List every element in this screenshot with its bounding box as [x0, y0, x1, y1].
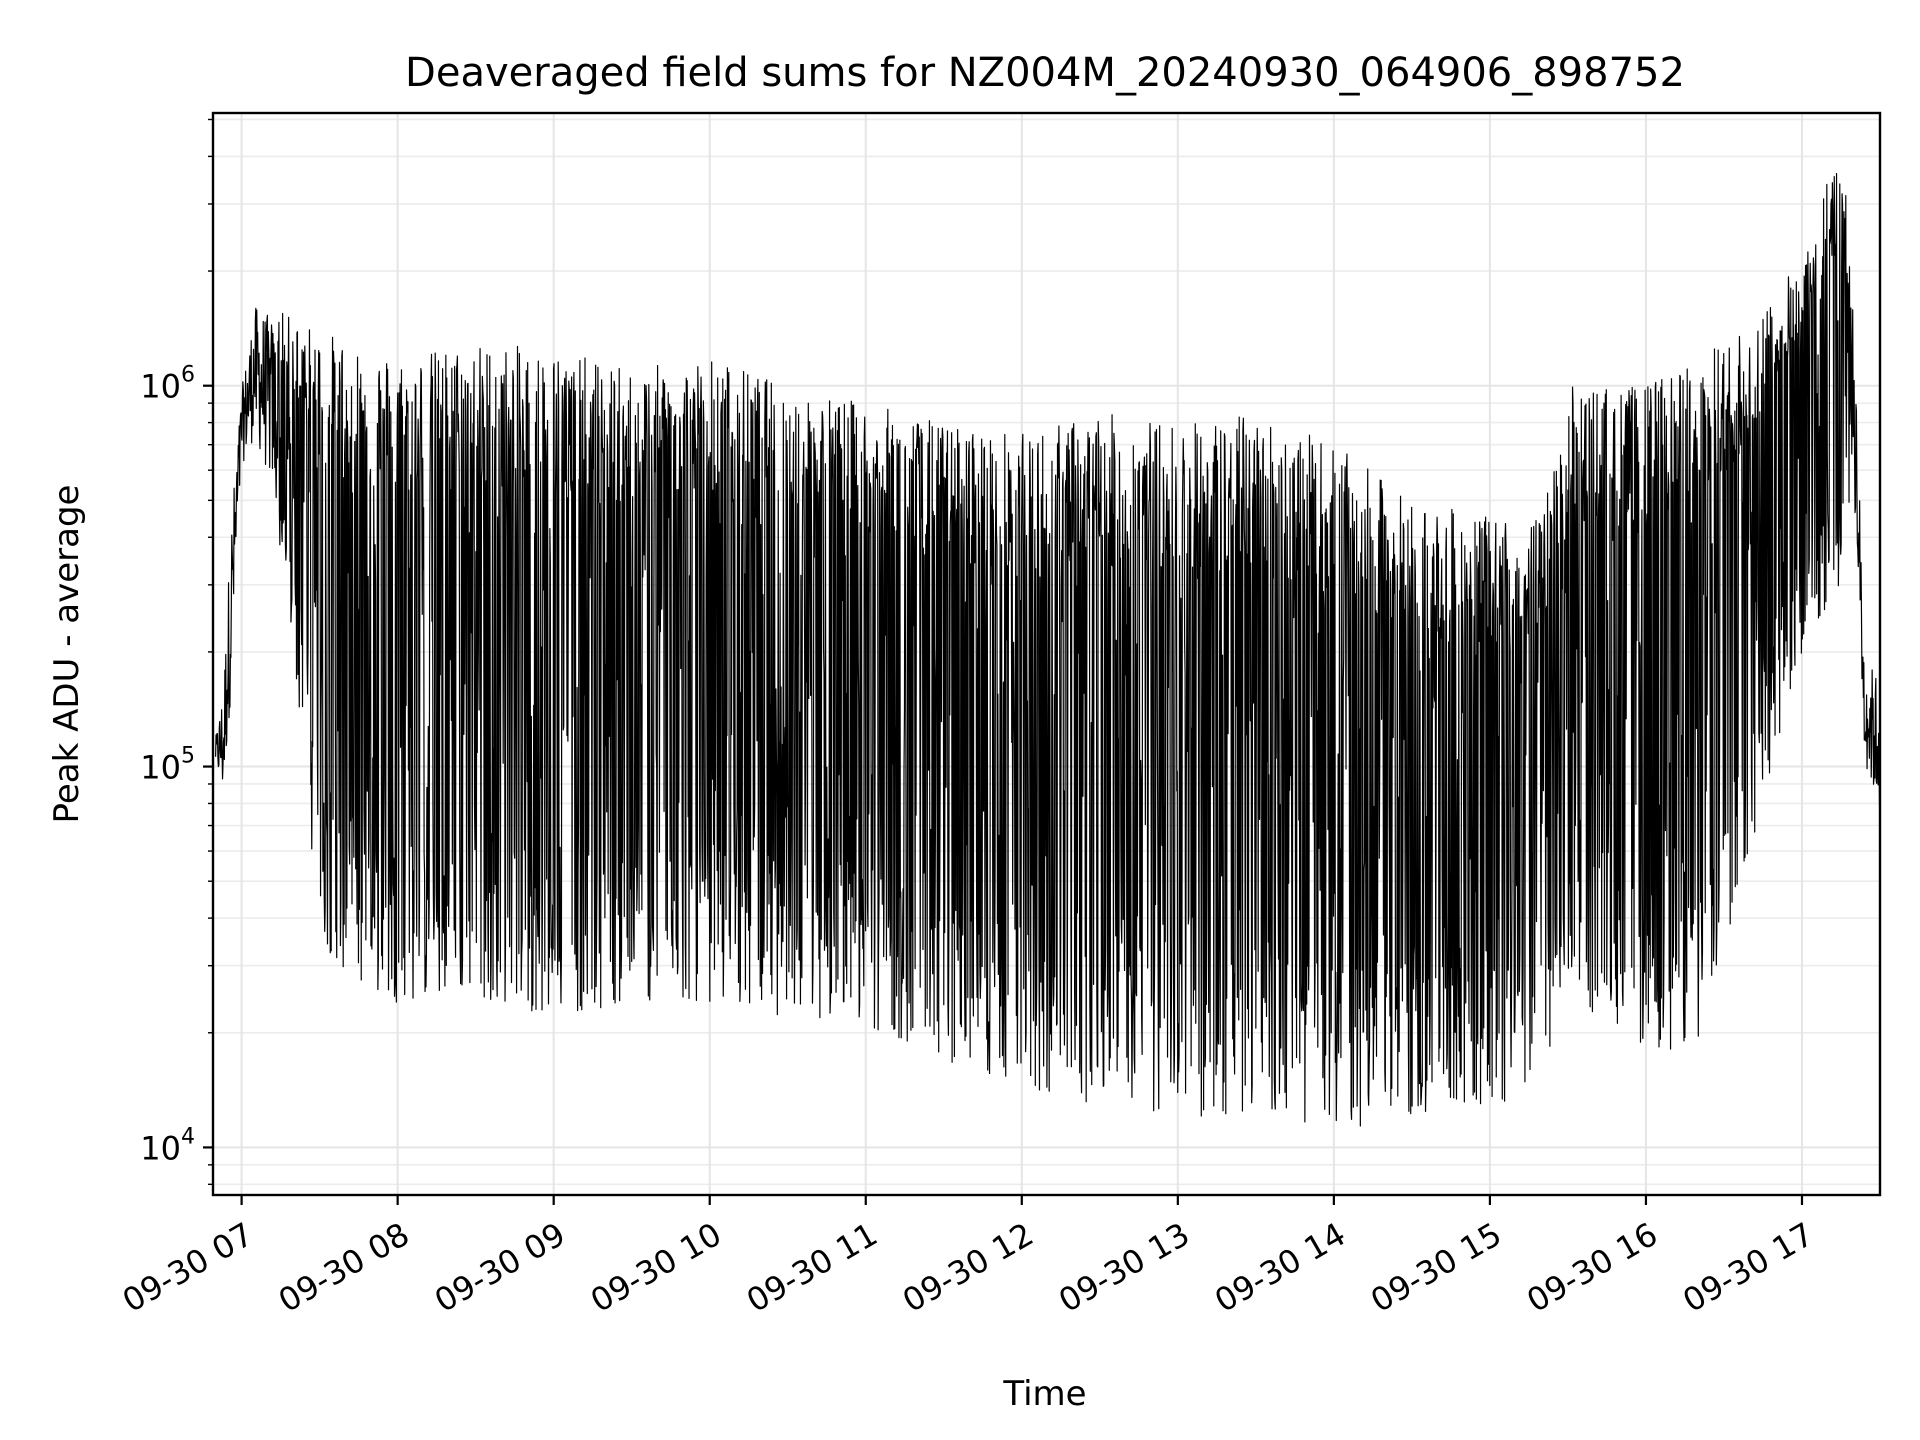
- plot-frame: [211, 111, 1882, 1197]
- y-axis-label: Peak ADU - average: [47, 485, 87, 824]
- series-layer: [215, 172, 1881, 1127]
- series-line: [215, 172, 1881, 1127]
- y-tick-label: 104: [140, 1124, 195, 1167]
- x-axis-label: Time: [1002, 1374, 1086, 1414]
- y-tick-label: 105: [140, 744, 195, 787]
- y-tick-label: 106: [140, 363, 195, 406]
- chart-title: Deaveraged field sums for NZ004M_2024093…: [405, 50, 1685, 96]
